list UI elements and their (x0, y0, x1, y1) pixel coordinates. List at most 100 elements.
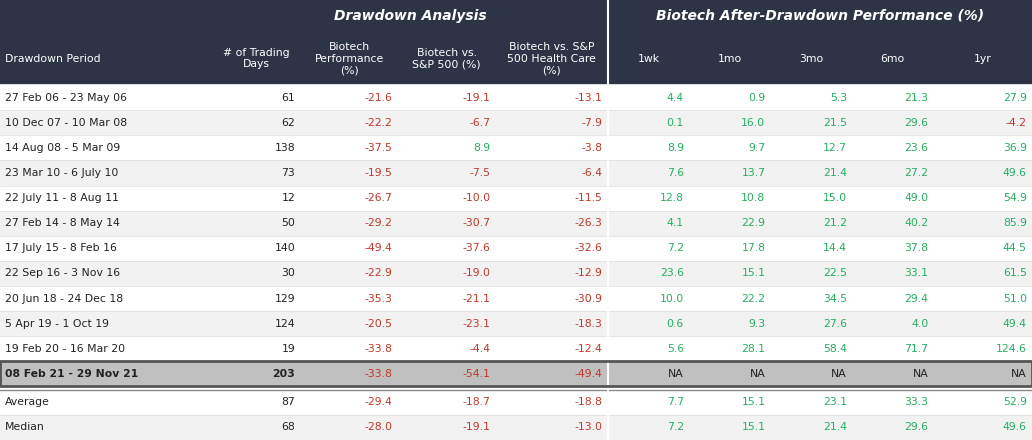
Text: 0.6: 0.6 (667, 319, 684, 329)
Text: 29.6: 29.6 (904, 422, 928, 433)
Text: Biotech vs.
S&P 500 (%): Biotech vs. S&P 500 (%) (413, 48, 481, 70)
Text: 33.3: 33.3 (904, 397, 928, 407)
Text: 27.9: 27.9 (1003, 93, 1027, 103)
Text: 9.7: 9.7 (748, 143, 766, 153)
Text: 140: 140 (275, 243, 295, 253)
Text: -32.6: -32.6 (575, 243, 603, 253)
Text: 3mo: 3mo (799, 54, 824, 63)
Text: 124.6: 124.6 (996, 344, 1027, 354)
Text: 17 July 15 - 8 Feb 16: 17 July 15 - 8 Feb 16 (5, 243, 117, 253)
Bar (0, 186, 1032, 211)
Text: 50: 50 (282, 218, 295, 228)
Text: 5 Apr 19 - 1 Oct 19: 5 Apr 19 - 1 Oct 19 (5, 319, 109, 329)
Text: 21.3: 21.3 (904, 93, 928, 103)
Bar (0, 110, 1032, 136)
Text: 0.1: 0.1 (667, 118, 684, 128)
Text: 71.7: 71.7 (904, 344, 928, 354)
Text: 138: 138 (275, 143, 295, 153)
Text: 62: 62 (282, 118, 295, 128)
Text: 14 Aug 08 - 5 Mar 09: 14 Aug 08 - 5 Mar 09 (5, 143, 121, 153)
Text: 1yr: 1yr (974, 54, 992, 63)
Text: -33.8: -33.8 (365, 344, 393, 354)
Text: 7.2: 7.2 (667, 243, 684, 253)
Text: 22.2: 22.2 (741, 293, 766, 304)
Text: 21.4: 21.4 (823, 422, 847, 433)
Text: 87: 87 (282, 397, 295, 407)
Text: -21.1: -21.1 (462, 293, 490, 304)
Text: 23.6: 23.6 (660, 268, 684, 279)
Text: -12.4: -12.4 (575, 344, 603, 354)
Bar (0, 161, 1032, 186)
Text: NA: NA (1011, 369, 1027, 379)
Text: # of Trading
Days: # of Trading Days (223, 48, 290, 70)
Text: 28.1: 28.1 (741, 344, 766, 354)
Text: -13.1: -13.1 (575, 93, 603, 103)
Text: -20.5: -20.5 (364, 319, 393, 329)
Text: -19.1: -19.1 (462, 93, 490, 103)
Text: -3.8: -3.8 (582, 143, 603, 153)
Text: 21.4: 21.4 (823, 168, 847, 178)
Text: Drawdown Analysis: Drawdown Analysis (333, 9, 486, 23)
Bar (0, 85, 1032, 110)
Text: 40.2: 40.2 (904, 218, 928, 228)
Text: 1mo: 1mo (717, 54, 742, 63)
Text: 44.5: 44.5 (1003, 243, 1027, 253)
Text: -21.6: -21.6 (365, 93, 393, 103)
Text: 7.7: 7.7 (667, 397, 684, 407)
Bar (0, 390, 1032, 415)
Text: -26.3: -26.3 (575, 218, 603, 228)
Text: 12.7: 12.7 (823, 143, 847, 153)
Text: 14.4: 14.4 (823, 243, 847, 253)
Text: 17.8: 17.8 (741, 243, 766, 253)
Text: 27.6: 27.6 (823, 319, 847, 329)
Text: Biotech
Performance
(%): Biotech Performance (%) (315, 42, 384, 75)
Text: 27.2: 27.2 (904, 168, 928, 178)
Text: 23 Mar 10 - 6 July 10: 23 Mar 10 - 6 July 10 (5, 168, 119, 178)
Bar (0, 211, 1032, 236)
Text: 6mo: 6mo (880, 54, 905, 63)
Text: -28.0: -28.0 (364, 422, 393, 433)
Text: -29.2: -29.2 (365, 218, 393, 228)
Text: -54.1: -54.1 (462, 369, 490, 379)
Text: -6.4: -6.4 (582, 168, 603, 178)
Text: 68: 68 (282, 422, 295, 433)
Bar (608, 0, 1032, 32)
Text: -26.7: -26.7 (365, 193, 393, 203)
Text: 7.6: 7.6 (667, 168, 684, 178)
Text: NA: NA (669, 369, 684, 379)
Bar (0, 311, 1032, 336)
Text: -19.0: -19.0 (462, 268, 490, 279)
Text: -29.4: -29.4 (365, 397, 393, 407)
Text: -23.1: -23.1 (462, 319, 490, 329)
Text: -4.4: -4.4 (470, 344, 490, 354)
Text: -49.4: -49.4 (575, 369, 603, 379)
Text: 54.9: 54.9 (1003, 193, 1027, 203)
Text: NA: NA (831, 369, 847, 379)
Text: 23.6: 23.6 (904, 143, 928, 153)
Text: 22.5: 22.5 (823, 268, 847, 279)
Bar (0, 286, 1032, 311)
Text: 4.4: 4.4 (667, 93, 684, 103)
Text: -49.4: -49.4 (365, 243, 393, 253)
Text: Biotech After-Drawdown Performance (%): Biotech After-Drawdown Performance (%) (655, 9, 983, 23)
Text: 08 Feb 21 - 29 Nov 21: 08 Feb 21 - 29 Nov 21 (5, 369, 138, 379)
Text: 61.5: 61.5 (1003, 268, 1027, 279)
Text: 22.9: 22.9 (741, 218, 766, 228)
Text: 12: 12 (282, 193, 295, 203)
Text: 15.1: 15.1 (741, 397, 766, 407)
Text: -19.1: -19.1 (462, 422, 490, 433)
Text: -10.0: -10.0 (462, 193, 490, 203)
Text: -35.3: -35.3 (365, 293, 393, 304)
Text: 15.0: 15.0 (823, 193, 847, 203)
Text: 129: 129 (275, 293, 295, 304)
Text: 8.9: 8.9 (667, 143, 684, 153)
Text: 27 Feb 06 - 23 May 06: 27 Feb 06 - 23 May 06 (5, 93, 127, 103)
Text: 49.6: 49.6 (1003, 168, 1027, 178)
Text: 34.5: 34.5 (823, 293, 847, 304)
Text: 0.9: 0.9 (748, 93, 766, 103)
Text: 51.0: 51.0 (1003, 293, 1027, 304)
Bar (0, 236, 1032, 261)
Text: 15.1: 15.1 (741, 268, 766, 279)
Text: -33.8: -33.8 (365, 369, 393, 379)
Text: 16.0: 16.0 (741, 118, 766, 128)
